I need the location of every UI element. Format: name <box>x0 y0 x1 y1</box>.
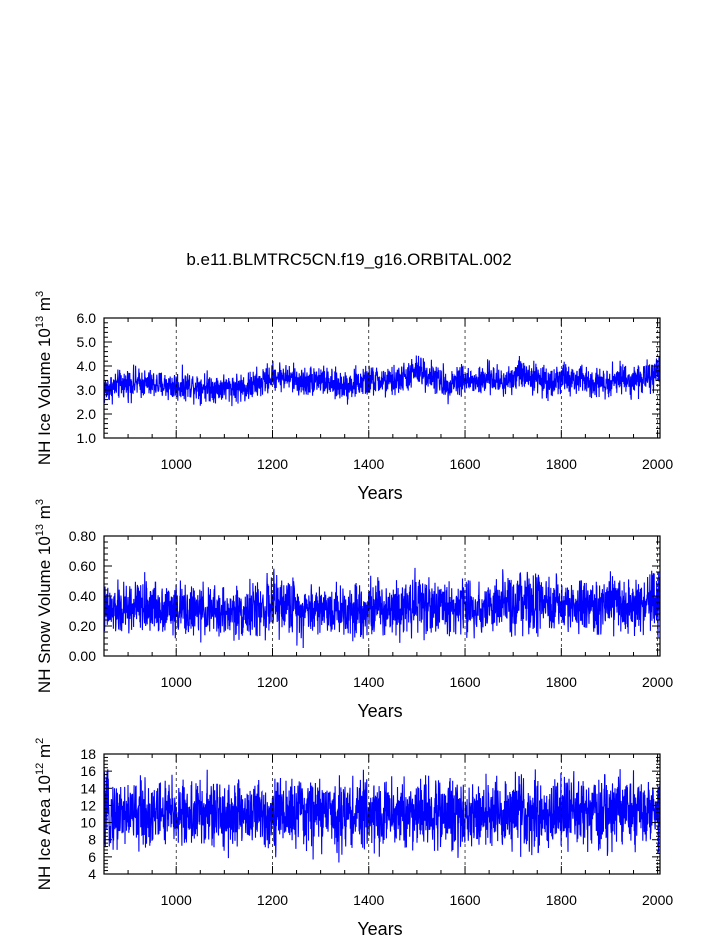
panel-2: 1000 1200 1400 1600 1800 2000 0.00 0.20 0.40 0.60… <box>34 499 673 721</box>
y-tick-label: 5.0 <box>77 334 97 350</box>
y-axis-label-part: NH Snow Volume 10 <box>35 536 54 693</box>
x-tick-label: 1000 <box>161 456 192 472</box>
x-tick-label: 1000 <box>161 892 192 908</box>
y-tick-label: 0.80 <box>69 528 96 544</box>
y-axis-label-superscript: 3 <box>34 291 46 297</box>
y-tick-label: 8 <box>88 832 96 848</box>
x-tick-label: 2000 <box>642 456 673 472</box>
y-tick-label: 12 <box>80 797 96 813</box>
y-tick-label: 0.60 <box>69 558 96 574</box>
y-tick-label: 0.00 <box>69 648 96 664</box>
x-tick-label: 1800 <box>546 892 577 908</box>
x-tick-label: 1400 <box>353 674 384 690</box>
x-tick-label: 1800 <box>546 674 577 690</box>
x-tick-label: 1600 <box>449 892 480 908</box>
y-tick-label: 3.0 <box>77 382 97 398</box>
plot-frame <box>103 317 661 439</box>
y-axis-label: NH Ice Area 1012 m2 <box>34 738 54 891</box>
y-axis-label-superscript: 2 <box>34 738 46 744</box>
x-tick-label: 1400 <box>353 456 384 472</box>
panel-1: 1000 1200 1400 1600 1800 2000 1.0 2.0 3.0 4.0 5.0 6… <box>34 291 673 503</box>
y-tick-label: 16 <box>80 763 96 779</box>
y-tick-label: 14 <box>80 780 96 796</box>
x-tick-label: 2000 <box>642 892 673 908</box>
x-axis-label: Years <box>357 483 402 503</box>
y-axis-label-part: m <box>35 744 54 763</box>
x-tick-label: 1000 <box>161 674 192 690</box>
y-tick-label: 6 <box>88 849 96 865</box>
series-line-nh-ice-area <box>103 769 661 863</box>
series-line-nh-snow-volume <box>103 567 661 649</box>
x-axis-label: Years <box>357 701 402 721</box>
y-axis-label-part: m <box>35 297 54 316</box>
y-tick-label: 0.40 <box>69 588 96 604</box>
y-axis-label: NH Snow Volume 1013 m3 <box>34 499 54 693</box>
y-tick-label: 6.0 <box>77 310 97 326</box>
y-tick-label: 1.0 <box>77 430 97 446</box>
x-tick-label: 1200 <box>257 892 288 908</box>
x-tick-label: 1200 <box>257 674 288 690</box>
y-tick-label: 18 <box>80 746 96 762</box>
y-tick-label: 2.0 <box>77 406 97 422</box>
x-tick-label: 1200 <box>257 456 288 472</box>
y-tick-label: 10 <box>80 815 96 831</box>
x-tick-label: 1400 <box>353 892 384 908</box>
x-tick-label: 1600 <box>449 674 480 690</box>
figure-title: b.e11.BLMTRC5CN.f19_g16.ORBITAL.002 <box>186 250 511 269</box>
series-line-nh-ice-volume <box>103 355 661 407</box>
x-tick-label: 2000 <box>642 674 673 690</box>
y-axis-label-superscript: 13 <box>34 316 46 328</box>
y-axis-label-part: m <box>35 505 54 524</box>
y-axis-label: NH Ice Volume 1013 m3 <box>34 291 54 465</box>
y-axis-label-superscript: 13 <box>34 524 46 536</box>
y-axis-label-part: NH Ice Area 10 <box>35 775 54 890</box>
y-tick-label: 0.20 <box>69 618 96 634</box>
panel-3: 1000 1200 1400 1600 1800 20004681012141618Yea… <box>34 738 673 935</box>
y-axis-label-superscript: 12 <box>34 763 46 775</box>
y-tick-label: 4.0 <box>77 358 97 374</box>
x-tick-label: 1800 <box>546 456 577 472</box>
x-tick-label: 1600 <box>449 456 480 472</box>
y-axis-label-part: NH Ice Volume 10 <box>35 328 54 465</box>
plot-frame <box>103 753 661 875</box>
x-axis-label: Years <box>357 919 402 935</box>
y-tick-label: 4 <box>88 866 96 882</box>
y-axis-label-superscript: 3 <box>34 499 46 505</box>
panels: 1000 1200 1400 1600 1800 2000 1.0 2.0 3.0 4.0 5.0 6… <box>34 291 673 935</box>
